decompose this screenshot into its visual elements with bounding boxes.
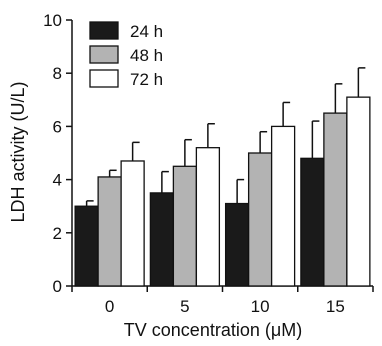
legend-label: 72 h [130,70,163,89]
legend-swatch [89,21,119,40]
bar [120,160,145,287]
legend-swatch [89,69,119,88]
bar [195,147,221,287]
x-axis-title: TV concentration (μM) [124,320,302,340]
x-tick-label: 10 [251,297,270,316]
bar [149,192,175,287]
bar [270,125,296,287]
y-tick-label: 2 [53,224,62,243]
x-tick-label: 15 [326,297,345,316]
bar [172,165,198,287]
y-axis-title: LDH activity (U/L) [8,81,28,222]
bar [323,112,348,287]
bar [300,157,325,287]
bar [224,202,250,287]
y-tick-label: 6 [53,117,62,136]
legend-swatch [89,45,119,64]
y-tick-label: 4 [53,171,62,190]
bar [97,176,122,287]
y-tick-label: 8 [53,64,62,83]
legend-label: 48 h [130,46,163,65]
x-tick-label: 5 [180,297,189,316]
bar [247,152,273,287]
bar [74,205,99,287]
x-tick-label: 0 [105,297,114,316]
legend-label: 24 h [130,22,163,41]
bar [346,96,371,287]
y-tick-label: 10 [43,11,62,30]
y-tick-label: 0 [53,277,62,296]
